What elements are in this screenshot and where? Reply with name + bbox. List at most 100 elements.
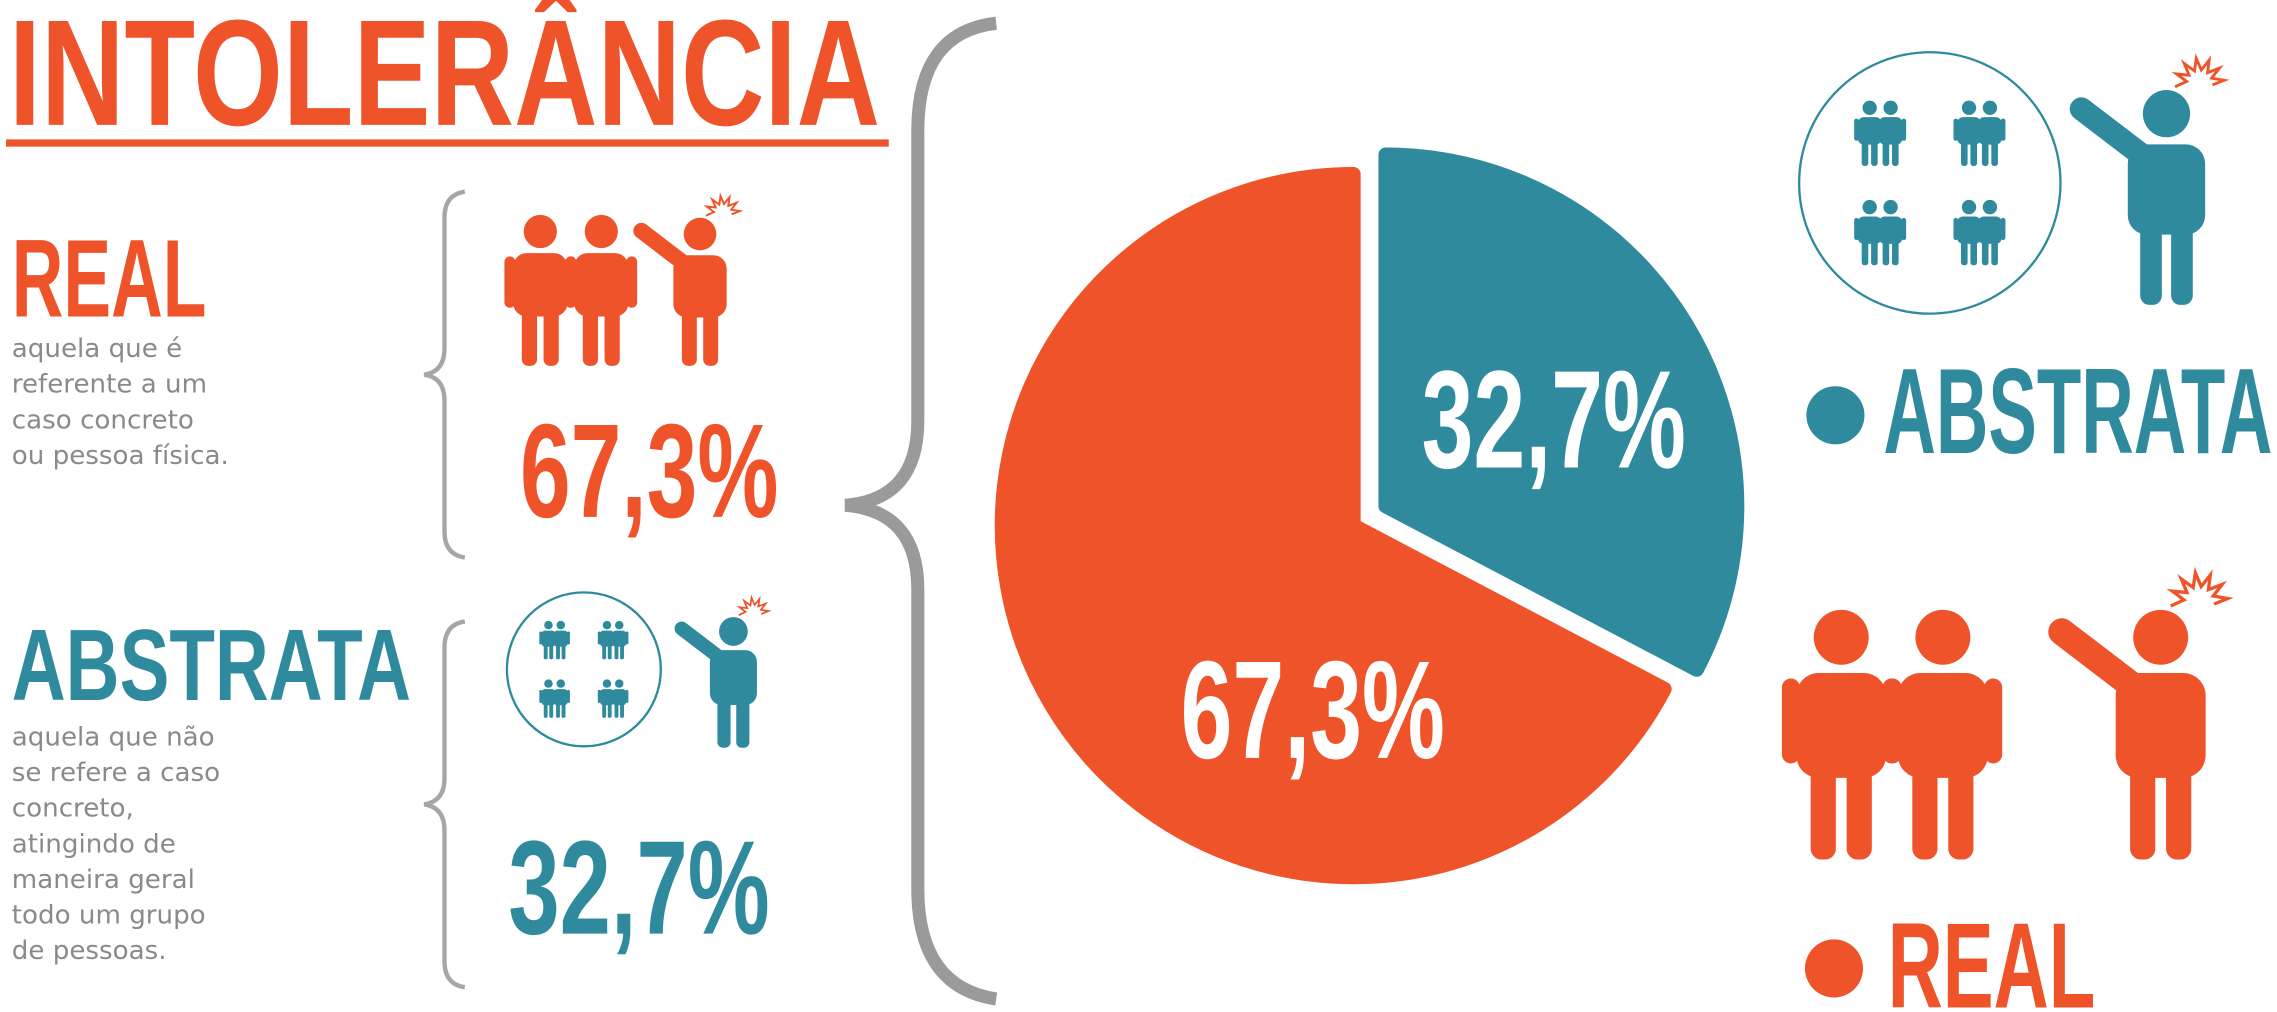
arm [1854,118,1859,141]
head [719,617,748,646]
torso [553,630,568,647]
person-icon [1974,199,2006,266]
leg [736,688,750,748]
head [602,679,612,688]
leg [1970,235,1978,266]
description: ou pessoa física. [12,441,229,471]
leg [561,642,566,660]
leg [2171,208,2193,305]
leg [614,642,619,660]
torso [1978,216,2002,244]
arm [567,689,570,704]
arm [539,631,543,645]
category-heading: ABSTRATA [12,608,411,722]
description: todo um grupo [12,900,206,930]
head [523,214,557,249]
leg [543,297,559,366]
description: concreto, [12,794,134,824]
leg [1892,136,1899,166]
head [544,620,553,630]
person-icon [551,620,570,660]
person-icon [610,679,629,718]
head [1961,199,1977,215]
arm [504,256,516,308]
person-icon [633,192,744,366]
leg [1846,747,1872,860]
pie-slice [1378,147,1745,677]
leg [2166,747,2192,860]
arm [1901,118,1907,141]
arm [1901,217,1907,241]
head [556,679,566,688]
arm [1974,118,1980,141]
leg [1991,235,1998,266]
leg [543,642,548,660]
torso [1878,216,1903,244]
arm [1974,217,1980,241]
leg [607,700,612,718]
arm [633,222,693,272]
burst [736,594,772,616]
leg [604,297,620,366]
person-icon [551,679,570,718]
torso [612,689,627,706]
crowd-circle [1797,51,2062,315]
person-icon [1781,609,1901,860]
legend-label: ABSTRATA [1883,343,2272,479]
arm [597,631,601,645]
person-icon [610,620,629,660]
crowd-circle [505,591,662,748]
torso [1897,672,1988,778]
title: INTOLERÂNCIA [9,0,880,157]
arm [1883,678,1902,764]
torso [513,253,568,317]
torso [574,253,629,317]
arm [1984,678,2003,764]
head [556,620,566,630]
legend-label: REAL [1888,898,2096,1012]
leg [1810,747,1836,860]
leg [717,688,731,748]
legend-marker [1806,386,1865,445]
head [1862,199,1877,215]
leg [1882,136,1890,166]
torso [612,630,627,647]
leg [556,700,560,718]
leg [582,297,599,366]
arm [1854,217,1859,241]
head [683,217,717,251]
leg [620,642,624,660]
head [1813,609,1869,665]
leg [607,642,612,660]
brace [423,619,466,990]
category-heading: REAL [12,218,207,341]
leg [1892,235,1899,266]
leg [561,700,566,718]
pie-slice [994,166,1672,885]
torso [1978,117,2002,145]
head [1883,199,1898,215]
head [2133,609,2189,665]
slice-label: 67,3% [1181,632,1445,788]
description: aquela que é [12,334,182,364]
person-icon [2069,53,2230,305]
leg [1871,235,1878,266]
leg [549,700,554,718]
head [584,214,618,249]
arm [551,689,555,704]
head [1862,100,1877,115]
value-label: 32,7% [508,814,769,963]
arm [1875,118,1880,141]
person-icon [2048,566,2234,860]
head [1883,100,1898,115]
leg [681,299,697,366]
value-label: 67,3% [520,397,778,546]
leg [2130,747,2156,860]
leg [1961,235,1968,266]
arm [565,256,577,308]
arm [1953,118,1959,141]
head [602,620,612,630]
head [1982,100,1998,115]
arm [2000,118,2006,141]
